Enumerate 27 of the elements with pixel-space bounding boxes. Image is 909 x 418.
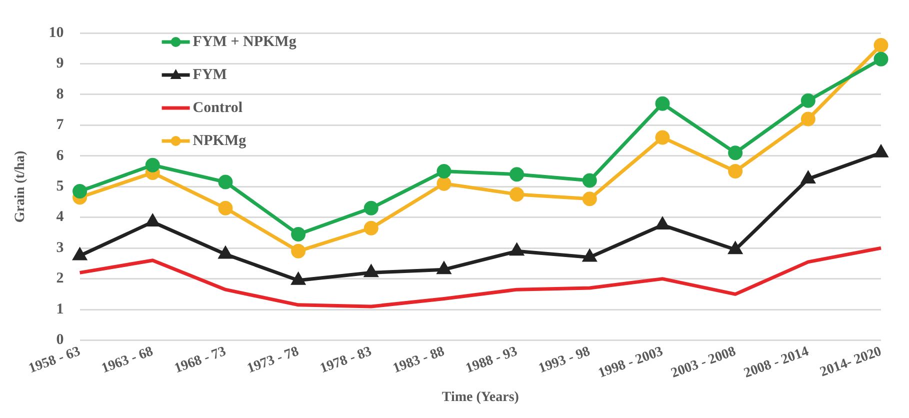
x-tick-label: 1998 - 2003 [596, 344, 666, 382]
y-tick-label: 2 [56, 270, 64, 287]
y-tick-label: 8 [56, 86, 64, 102]
y-tick-label: 10 [48, 24, 64, 41]
legend-label: Control [192, 100, 243, 116]
legend-label: NPKMg [192, 132, 247, 149]
x-tick-label: 1978 - 83 [318, 344, 374, 377]
legend-label: FYM [192, 66, 227, 83]
y-tick-label: 3 [56, 240, 64, 256]
y-tick-label: 7 [56, 117, 64, 134]
y-tick-label: 6 [56, 148, 64, 164]
y-tick-label: 1 [56, 301, 64, 318]
x-tick-label: 1993 - 98 [536, 344, 592, 377]
x-axis-title: Time (Years) [442, 390, 520, 406]
x-tick-label: 1988 - 93 [464, 344, 520, 377]
y-tick-label: 5 [56, 178, 64, 195]
legend-label: FYM + NPKMg [192, 34, 297, 50]
x-tick-label: 1973 - 78 [245, 344, 301, 377]
x-tick-label: 1963 - 68 [100, 344, 156, 377]
y-tick-label: 4 [56, 209, 64, 226]
y-tick-label: 9 [56, 56, 64, 72]
x-tick-label: 2008 - 2014 [742, 344, 811, 382]
x-tick-label: 2014- 2020 [818, 344, 884, 380]
x-tick-label: 1983 - 88 [391, 344, 447, 377]
x-tick-label: 1968 - 73 [172, 344, 228, 377]
y-axis-title: Grain (t/ha) [13, 150, 28, 223]
x-tick-label: 2003 - 2008 [669, 344, 738, 382]
